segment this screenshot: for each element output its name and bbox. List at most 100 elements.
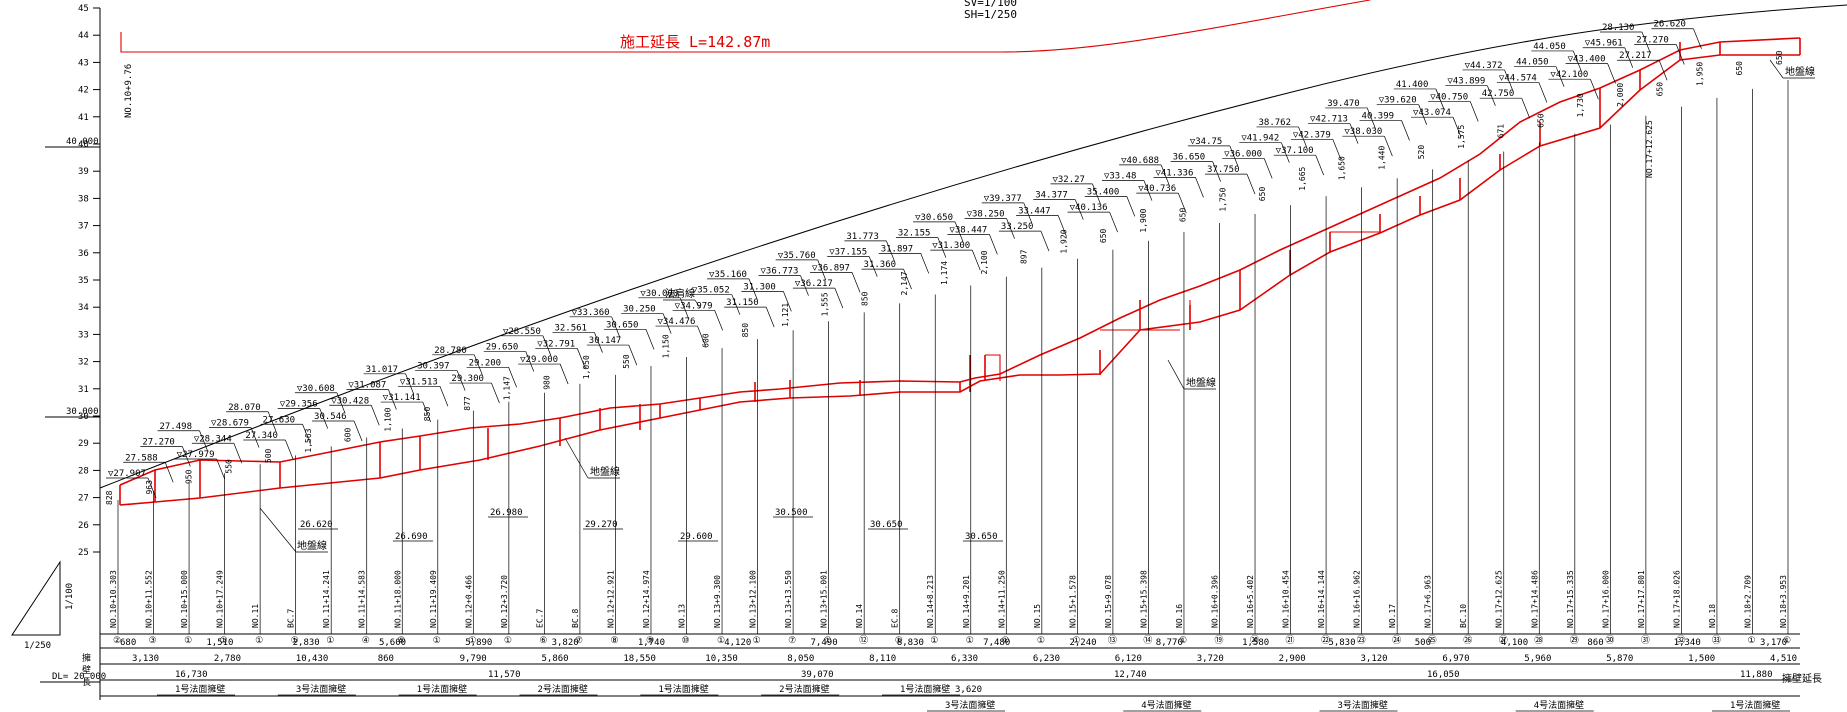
elevation-label: ▽30.650: [915, 213, 953, 223]
station-label: NO.12+3.720: [500, 575, 509, 628]
elevation-label: ▽32.27: [1052, 175, 1085, 185]
distance-value: 3,720: [1197, 654, 1224, 664]
ground-label-1: 地盤線: [297, 539, 327, 552]
y-tick-label: 37: [78, 222, 89, 232]
elevation-label: ▽28.679: [211, 419, 249, 429]
station-marker: ⑫: [859, 635, 868, 646]
vertical-dimension: 828: [105, 490, 114, 505]
y-tick-label: 39: [78, 167, 89, 177]
station-label: NO.15+9.078: [1104, 575, 1113, 628]
construction-length-line: [120, 0, 1371, 53]
ground-line: [99, 4, 1847, 489]
station-label: NO.10+10.303: [109, 570, 118, 628]
elevation-label: 30.250: [623, 305, 656, 315]
station-marker: ②: [113, 636, 121, 646]
ground-markers: 地盤線 地盤線 地盤線 地盤線: [259, 59, 1815, 553]
vertical-dimension: 850: [860, 291, 869, 306]
elevation-label: ▽33.48: [1104, 172, 1137, 182]
vertical-dimension: 2,100: [980, 250, 989, 274]
station-label: NO.13: [678, 604, 687, 628]
station-label: NO.14+8.213: [926, 575, 935, 628]
vertical-dimension: 520: [1417, 145, 1426, 160]
station-marker: ⑦: [788, 636, 796, 646]
vertical-dimension: 877: [463, 396, 472, 411]
station-marker: ⑳: [1250, 635, 1259, 646]
station-label: EC.8: [891, 609, 900, 628]
elevation-label: ▽40.750: [1430, 92, 1468, 102]
station-marker: ⑭: [1143, 635, 1152, 646]
station-label: NO.13+15.001: [820, 570, 829, 628]
station-label: NO.17+16.000: [1601, 570, 1610, 628]
vertical-dimension: 1,555: [821, 292, 830, 316]
station-label: NO.16: [1175, 604, 1184, 628]
distance-value: 1号法面擁壁: [417, 683, 467, 695]
elevation-label: ▽40.136: [1070, 203, 1108, 213]
elevation-label: 27.270: [142, 438, 175, 448]
distance-value: 10,430: [296, 654, 329, 664]
vertical-dimension: 2,000: [1616, 83, 1625, 107]
station-marker: ①: [255, 636, 263, 646]
station-marker: ①: [1072, 636, 1080, 646]
station-label: NO.18+3.953: [1779, 575, 1788, 628]
station-marker: ①: [966, 636, 974, 646]
station-label: NO.18+2.709: [1743, 575, 1752, 628]
elevation-label: 27.270: [1636, 35, 1669, 45]
elevation-label: ▽38.250: [967, 210, 1005, 220]
station-label: NO.12+0.466: [464, 575, 473, 628]
elevation-label: 33.447: [1018, 206, 1051, 216]
distance-table: DL= 20.000 擁 壁 長 擁壁延長 680 1,510 2,830 5,600…: [40, 638, 1822, 712]
station-marker: ①: [433, 636, 441, 646]
distance-value: 1,340: [1674, 638, 1701, 648]
vertical-dimension: 500: [264, 448, 273, 463]
distance-value: 3,620: [955, 685, 982, 695]
station-marker: ⑨: [646, 636, 654, 646]
row-label-1: 擁: [82, 652, 91, 664]
distance-value: 7,480: [983, 638, 1010, 648]
vertical-dimension: 550: [224, 459, 233, 474]
vertical-dimension: 850: [423, 407, 432, 422]
elevation-label: ▽40.688: [1121, 156, 1159, 166]
vertical-dimension: 550: [622, 354, 631, 369]
distance-value: 5,870: [1606, 654, 1633, 664]
elevation-label: ▽30.428: [331, 396, 369, 406]
distance-value: 2号法面擁壁: [538, 683, 588, 695]
station-label: NO.15: [1033, 604, 1042, 628]
start-station-label: NO.10+9.76: [124, 64, 134, 118]
distance-value: 4,510: [1770, 654, 1797, 664]
elevation-label: ▽28.550: [503, 327, 541, 337]
distance-value: 8,050: [787, 654, 814, 664]
station-marker: ①: [1001, 636, 1009, 646]
station-marker: ⑧: [610, 636, 618, 646]
distance-value: 1号法面擁壁: [175, 683, 225, 695]
elevation-label: ▽34.476: [657, 317, 695, 327]
vertical-dimension: 1,174: [940, 261, 949, 285]
station-label: NO.17+18.026: [1672, 570, 1681, 628]
station-marker: ㉙: [1570, 635, 1579, 646]
distance-value: 1,510: [206, 638, 233, 648]
station-label: NO.10+17.249: [216, 570, 225, 628]
elevation-label: ▽42.379: [1293, 130, 1331, 140]
station-label: NO.17+6.963: [1424, 575, 1433, 628]
distance-value: 3,170: [1760, 638, 1787, 648]
elevation-label: 30.147: [589, 336, 622, 346]
station-lines: NO.10+10.303 ② NO.10+11.552 ③ NO.10+15.000 ① N…: [109, 80, 1791, 646]
station-label: NO.11+14.583: [358, 570, 367, 628]
distance-value: 1号法面擁壁: [900, 683, 950, 695]
distance-value: 5,830: [1328, 638, 1355, 648]
vertical-dimension: 1,050: [582, 355, 591, 379]
y-tick-label: 38: [78, 194, 89, 204]
elevation-label: 38.762: [1259, 118, 1292, 128]
station-label: NO.16+5.402: [1246, 575, 1255, 628]
distance-value: 8,110: [869, 654, 896, 664]
distance-value: 10,350: [705, 654, 738, 664]
elevation-label: ▽42.100: [1550, 70, 1588, 80]
scale-note-v: SV=1/100: [964, 0, 1017, 9]
y-tick-label: 40: [78, 140, 89, 150]
distance-value: 3,130: [132, 654, 159, 664]
elevation-label: ▽43.400: [1568, 54, 1606, 64]
elevation-label: ▽33.360: [572, 308, 610, 318]
station-marker: ㉓: [1357, 635, 1366, 646]
elevation-label: 27.630: [263, 415, 296, 425]
elevation-label: 30.650: [965, 532, 998, 542]
station-marker: ①: [1747, 636, 1755, 646]
